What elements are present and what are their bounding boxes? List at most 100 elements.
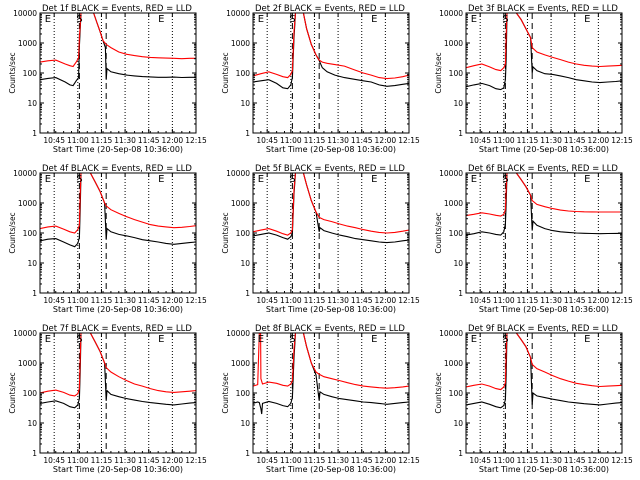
series-line-events [466,333,622,409]
x-tick-label: 12:00 [588,136,610,145]
event-end-marker: E [371,14,377,25]
x-tick-label: 10:45 [469,296,491,305]
event-start-marker: E [45,174,51,185]
event-end-marker: E [584,14,590,25]
x-tick-label: 11:30 [540,136,562,145]
series-line-lld [253,13,409,80]
y-tick-label: 100 [236,229,251,238]
x-tick-label: 12:00 [162,136,184,145]
x-tick-label: 11:00 [493,136,515,145]
y-tick-label: 10000 [439,169,463,178]
y-axis-label: Counts/sec [221,212,230,253]
x-tick-label: 10:45 [256,296,278,305]
flare-start-marker: S [289,174,295,185]
x-tick-label: 11:30 [327,136,349,145]
series-line-events [253,173,409,244]
y-tick-label: 10 [240,419,250,428]
series-line-events [466,173,622,236]
y-tick-label: 1 [458,129,463,138]
y-tick-label: 10000 [226,9,250,18]
y-tick-label: 10000 [439,9,463,18]
x-tick-label: 12:15 [611,136,633,145]
event-start-marker: E [45,334,51,345]
y-tick-label: 100 [23,69,38,78]
x-tick-label: 12:00 [588,456,610,465]
panel-title: Det 7f BLACK = Events, RED = LLD [42,324,192,334]
x-tick-label: 11:00 [67,456,89,465]
x-tick-label: 11:15 [517,456,539,465]
y-tick-label: 10 [27,99,37,108]
series-line-lld [40,13,196,68]
series-group [253,13,409,90]
series-group [40,173,196,248]
series-group [253,173,409,244]
panel-title: Det 1f BLACK = Events, RED = LLD [42,4,192,14]
y-tick-label: 1000 [231,39,250,48]
y-tick-label: 10000 [13,329,37,338]
x-tick-label: 12:15 [398,456,420,465]
y-tick-label: 100 [236,69,251,78]
x-axis-label: Start Time (20-Sep-08 10:36:00) [53,465,183,474]
x-axis-label: Start Time (20-Sep-08 10:36:00) [266,465,396,474]
x-tick-label: 12:15 [185,456,207,465]
series-line-lld [253,173,409,236]
series-line-lld [40,333,196,397]
flare-start-marker: S [76,174,82,185]
event-end-marker: E [584,334,590,345]
flare-start-marker: S [76,14,82,25]
y-tick-label: 10 [453,259,463,268]
y-tick-label: 1 [32,129,37,138]
x-tick-label: 11:30 [327,456,349,465]
series-line-lld [466,13,622,72]
series-line-lld [466,173,622,217]
x-tick-label: 12:00 [162,456,184,465]
x-axis-label: Start Time (20-Sep-08 10:36:00) [266,145,396,154]
x-axis-label: Start Time (20-Sep-08 10:36:00) [479,305,609,314]
series-group [466,13,622,91]
x-tick-label: 11:30 [540,456,562,465]
panel-title: Det 2f BLACK = Events, RED = LLD [255,4,405,14]
x-tick-label: 11:00 [493,296,515,305]
y-tick-label: 100 [449,229,464,238]
event-start-marker: E [471,334,477,345]
flare-start-marker: S [76,334,82,345]
x-tick-label: 12:00 [375,136,397,145]
event-end-marker: E [158,174,164,185]
x-axis-label: Start Time (20-Sep-08 10:36:00) [479,465,609,474]
y-tick-label: 10 [453,419,463,428]
x-tick-label: 11:30 [114,136,136,145]
y-axis-label: Counts/sec [434,372,443,413]
y-tick-label: 1000 [18,199,37,208]
x-axis-label: Start Time (20-Sep-08 10:36:00) [266,305,396,314]
y-tick-label: 1 [245,129,250,138]
y-axis-label: Counts/sec [8,372,17,413]
y-tick-label: 10 [453,99,463,108]
panel-title: Det 3f BLACK = Events, RED = LLD [468,4,618,14]
flare-start-marker: S [502,14,508,25]
x-tick-label: 10:45 [256,456,278,465]
x-tick-label: 11:45 [564,456,586,465]
flare-start-marker: S [289,334,295,345]
x-tick-label: 12:00 [162,296,184,305]
x-tick-label: 12:15 [185,136,207,145]
event-start-marker: E [45,14,51,25]
x-tick-label: 11:30 [114,456,136,465]
y-tick-label: 1000 [444,199,463,208]
x-tick-label: 11:15 [91,136,113,145]
x-axis-label: Start Time (20-Sep-08 10:36:00) [479,145,609,154]
y-tick-label: 10 [240,259,250,268]
event-end-marker: E [158,14,164,25]
series-line-lld [40,173,196,234]
y-tick-label: 100 [23,229,38,238]
x-tick-label: 11:45 [564,296,586,305]
x-tick-label: 11:00 [280,136,302,145]
x-tick-label: 11:15 [304,456,326,465]
y-tick-label: 1000 [231,359,250,368]
x-tick-label: 11:15 [91,296,113,305]
event-end-marker: E [371,334,377,345]
x-tick-label: 12:00 [375,456,397,465]
flare-start-marker: S [502,174,508,185]
